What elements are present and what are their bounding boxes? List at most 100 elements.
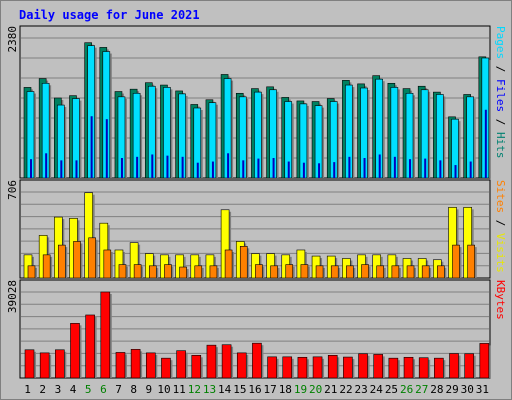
x-tick-label: 14 [218,383,232,396]
y-max-label: 2380 [6,26,19,53]
pages-bar [105,119,108,178]
pages-bar [409,159,412,178]
kbytes-bar [176,350,186,379]
x-tick-label: 12 [188,383,201,396]
pages-bar [151,154,154,178]
legend-part: / [494,59,507,79]
kbytes-bar [145,352,156,379]
x-tick-label: 24 [370,383,384,396]
sites-bar [452,244,460,279]
chart-title: Daily usage for June 2021 [19,8,200,22]
sites-bar [391,265,400,279]
kbytes-bar [39,352,50,379]
y-max-label: 39028 [6,280,19,313]
kbytes-bar [418,357,429,379]
sites-bar [27,265,36,279]
x-tick-label: 6 [100,383,107,396]
kbytes-bar [449,353,459,379]
x-tick-label: 19 [294,383,307,396]
pages-bar [363,158,366,178]
pages-bar [120,158,123,178]
sites-bar [58,244,66,279]
kbytes-bar [403,356,414,379]
pages-bar [454,165,457,178]
x-tick-label: 8 [130,383,137,396]
kbytes-bar [297,356,308,379]
kbytes-bar [130,349,141,379]
x-tick-label: 17 [264,383,277,396]
kbytes-bar [327,355,338,379]
x-tick-label: 28 [430,383,443,396]
kbytes-bar [236,352,247,379]
x-tick-label: 15 [233,383,246,396]
pages-bar [333,162,336,178]
pages-bar [166,155,169,178]
x-tick-label: 31 [476,383,489,396]
sites-bar [361,264,369,279]
sites-bar [421,265,430,279]
kbytes-bar [221,344,232,379]
pages-bar [45,153,48,178]
kbytes-bar [70,323,80,379]
sites-bar [300,264,309,279]
x-tick-label: 1 [24,383,31,396]
kbytes-bar [312,356,323,379]
kbytes-bar [252,342,262,379]
pages-bar [196,162,199,178]
x-tick-label: 10 [157,383,170,396]
legend-part: Sites [494,180,507,213]
x-tick-label: 7 [115,383,122,396]
pages-bar [302,162,305,178]
panel-0-legend: Pages / Files / Hits [494,26,507,159]
kbytes-bar [191,355,202,379]
sites-bar [224,249,233,279]
kbytes-bar [282,356,293,379]
sites-bar [209,265,218,279]
legend-part: Pages [494,26,507,59]
x-tick-label: 23 [355,383,368,396]
pages-bar [348,156,351,178]
sites-bar [103,249,112,279]
legend-part: KBytes [494,280,507,320]
sites-bar [239,246,248,279]
sites-bar [376,265,385,279]
sites-bar [148,265,157,279]
pages-bar [90,116,93,178]
y-max-label: 706 [6,180,19,200]
legend-part: Hits [494,132,507,159]
sites-bar [255,264,263,279]
sites-bar [285,264,294,279]
pages-bar [484,109,487,178]
legend-part: / [494,213,507,233]
kbytes-bar [358,353,368,379]
kbytes-bar [85,314,95,379]
kbytes-bar [479,343,490,379]
sites-bar [346,265,354,279]
legend-part: Files [494,79,507,112]
kbytes-bar [115,352,126,379]
legend-part: Visits [494,233,507,273]
pages-bar [318,163,321,178]
pages-bar [242,160,245,178]
pages-bar [211,161,214,178]
sites-bar [330,265,339,279]
sites-bar [194,265,203,279]
panel-1-legend: Sites / Visits [494,180,507,273]
x-tick-label: 26 [400,383,413,396]
x-tick-label: 16 [248,383,261,396]
legend-part: / [494,112,507,132]
pages-bar [181,156,184,178]
x-tick-label: 22 [339,383,352,396]
x-tick-label: 29 [445,383,458,396]
x-tick-label: 5 [85,383,92,396]
kbytes-bar [24,349,35,379]
kbytes-bar [267,356,277,379]
kbytes-bar [161,357,171,379]
pages-bar [378,154,381,178]
x-tick-label: 13 [203,383,216,396]
x-tick-label: 27 [415,383,428,396]
pages-bar [30,159,32,178]
sites-bar [118,264,127,279]
x-tick-label: 30 [461,383,474,396]
x-tick-label: 11 [173,383,186,396]
